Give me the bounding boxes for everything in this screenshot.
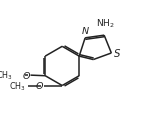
Text: O: O (22, 71, 30, 80)
Text: O: O (36, 81, 43, 90)
Text: CH$_3$: CH$_3$ (0, 69, 13, 82)
Text: N: N (81, 27, 89, 36)
Text: CH$_3$: CH$_3$ (9, 80, 26, 92)
Text: NH$_2$: NH$_2$ (96, 17, 115, 29)
Text: S: S (114, 49, 120, 58)
